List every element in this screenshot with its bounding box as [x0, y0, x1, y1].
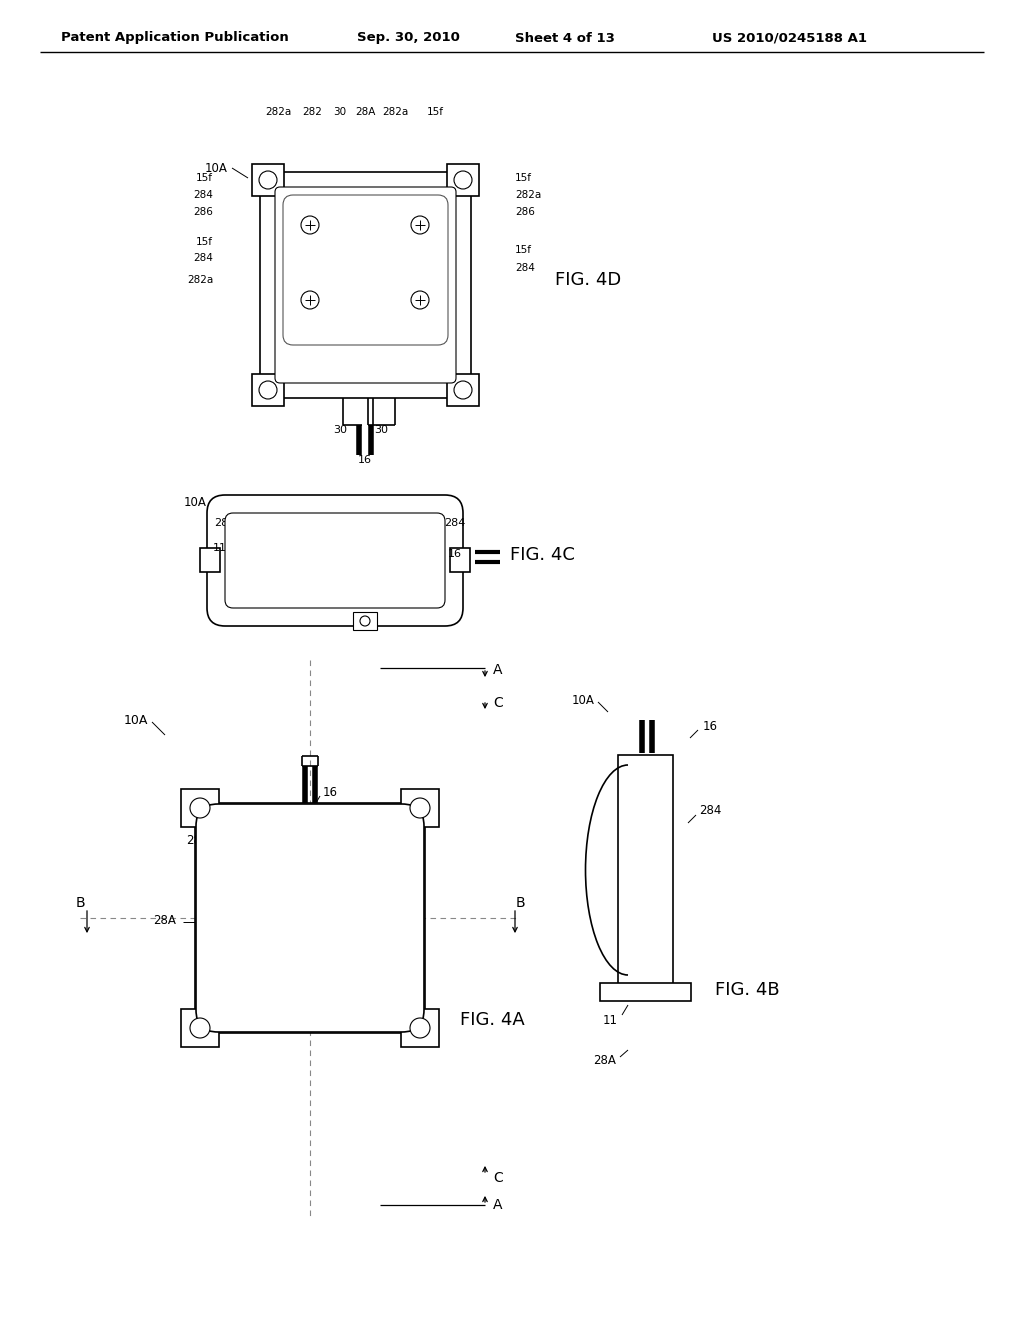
Text: 284: 284 — [394, 833, 416, 846]
Circle shape — [411, 216, 429, 234]
FancyBboxPatch shape — [225, 513, 445, 609]
FancyBboxPatch shape — [447, 374, 479, 407]
Text: Patent Application Publication: Patent Application Publication — [61, 32, 289, 45]
Text: 11: 11 — [602, 1014, 617, 1027]
Text: 16: 16 — [358, 455, 372, 465]
Text: Sheet 4 of 13: Sheet 4 of 13 — [515, 32, 615, 45]
Text: 15f: 15f — [427, 107, 443, 117]
Text: FIG. 4D: FIG. 4D — [555, 271, 622, 289]
Text: 284: 284 — [185, 833, 208, 846]
Circle shape — [410, 1018, 430, 1038]
Text: B: B — [515, 896, 525, 909]
FancyBboxPatch shape — [195, 803, 425, 1034]
Text: FIG. 4A: FIG. 4A — [460, 1011, 524, 1030]
FancyBboxPatch shape — [260, 172, 471, 399]
Text: 286: 286 — [515, 207, 535, 216]
Circle shape — [454, 381, 472, 399]
FancyBboxPatch shape — [196, 804, 424, 1032]
FancyBboxPatch shape — [181, 789, 219, 828]
Circle shape — [301, 290, 319, 309]
Text: 10A: 10A — [124, 714, 148, 726]
Text: 282a: 282a — [382, 107, 409, 117]
Text: 284: 284 — [214, 517, 236, 528]
Circle shape — [301, 216, 319, 234]
FancyBboxPatch shape — [252, 374, 284, 407]
Text: 282a: 282a — [186, 275, 213, 285]
Text: 15f: 15f — [515, 246, 532, 255]
Text: 28A: 28A — [594, 1053, 616, 1067]
Text: C: C — [494, 696, 503, 710]
Circle shape — [190, 799, 210, 818]
Text: 286: 286 — [194, 207, 213, 216]
Text: 284: 284 — [515, 263, 535, 273]
Text: 284: 284 — [698, 804, 721, 817]
Text: 10A: 10A — [572, 693, 595, 706]
Text: FIG. 4B: FIG. 4B — [715, 981, 779, 999]
FancyBboxPatch shape — [618, 755, 673, 985]
FancyBboxPatch shape — [283, 195, 449, 345]
Circle shape — [190, 1018, 210, 1038]
Text: A: A — [494, 663, 503, 677]
Text: US 2010/0245188 A1: US 2010/0245188 A1 — [713, 32, 867, 45]
FancyBboxPatch shape — [200, 548, 220, 572]
Text: 15f: 15f — [515, 173, 532, 183]
Text: 30: 30 — [334, 107, 346, 117]
Text: 16: 16 — [449, 549, 462, 558]
FancyBboxPatch shape — [401, 1008, 439, 1047]
Text: 16: 16 — [323, 787, 338, 800]
Text: 284: 284 — [194, 190, 213, 201]
Text: 282a: 282a — [265, 107, 291, 117]
Circle shape — [360, 616, 370, 626]
Text: 28A: 28A — [354, 107, 375, 117]
Text: 282: 282 — [302, 107, 322, 117]
Text: 10A: 10A — [205, 161, 228, 174]
Text: B: B — [75, 896, 85, 909]
FancyBboxPatch shape — [275, 187, 456, 383]
Text: 284: 284 — [444, 517, 466, 528]
Text: 15f: 15f — [196, 238, 213, 247]
Text: 11a: 11a — [309, 537, 331, 546]
FancyBboxPatch shape — [207, 495, 463, 626]
Text: 11: 11 — [378, 958, 392, 972]
Text: A: A — [494, 1199, 503, 1212]
Text: 11: 11 — [213, 543, 227, 553]
FancyBboxPatch shape — [353, 612, 377, 630]
FancyBboxPatch shape — [450, 548, 470, 572]
Circle shape — [259, 381, 278, 399]
Text: 28A: 28A — [154, 913, 176, 927]
Text: 284: 284 — [194, 253, 213, 263]
Circle shape — [259, 172, 278, 189]
Text: FIG. 4C: FIG. 4C — [510, 546, 574, 564]
FancyBboxPatch shape — [447, 164, 479, 195]
Text: 15f: 15f — [196, 173, 213, 183]
Text: 282a: 282a — [515, 190, 542, 201]
Circle shape — [454, 172, 472, 189]
Text: 11: 11 — [248, 998, 262, 1011]
Text: 30: 30 — [333, 425, 347, 436]
FancyBboxPatch shape — [600, 983, 691, 1001]
Circle shape — [411, 290, 429, 309]
Text: C: C — [494, 1171, 503, 1185]
FancyBboxPatch shape — [181, 1008, 219, 1047]
Circle shape — [410, 799, 430, 818]
FancyBboxPatch shape — [252, 164, 284, 195]
Text: 10A: 10A — [184, 495, 207, 508]
FancyBboxPatch shape — [401, 789, 439, 828]
Text: Sep. 30, 2010: Sep. 30, 2010 — [356, 32, 460, 45]
Text: 30: 30 — [374, 425, 388, 436]
Text: 16: 16 — [702, 719, 718, 733]
